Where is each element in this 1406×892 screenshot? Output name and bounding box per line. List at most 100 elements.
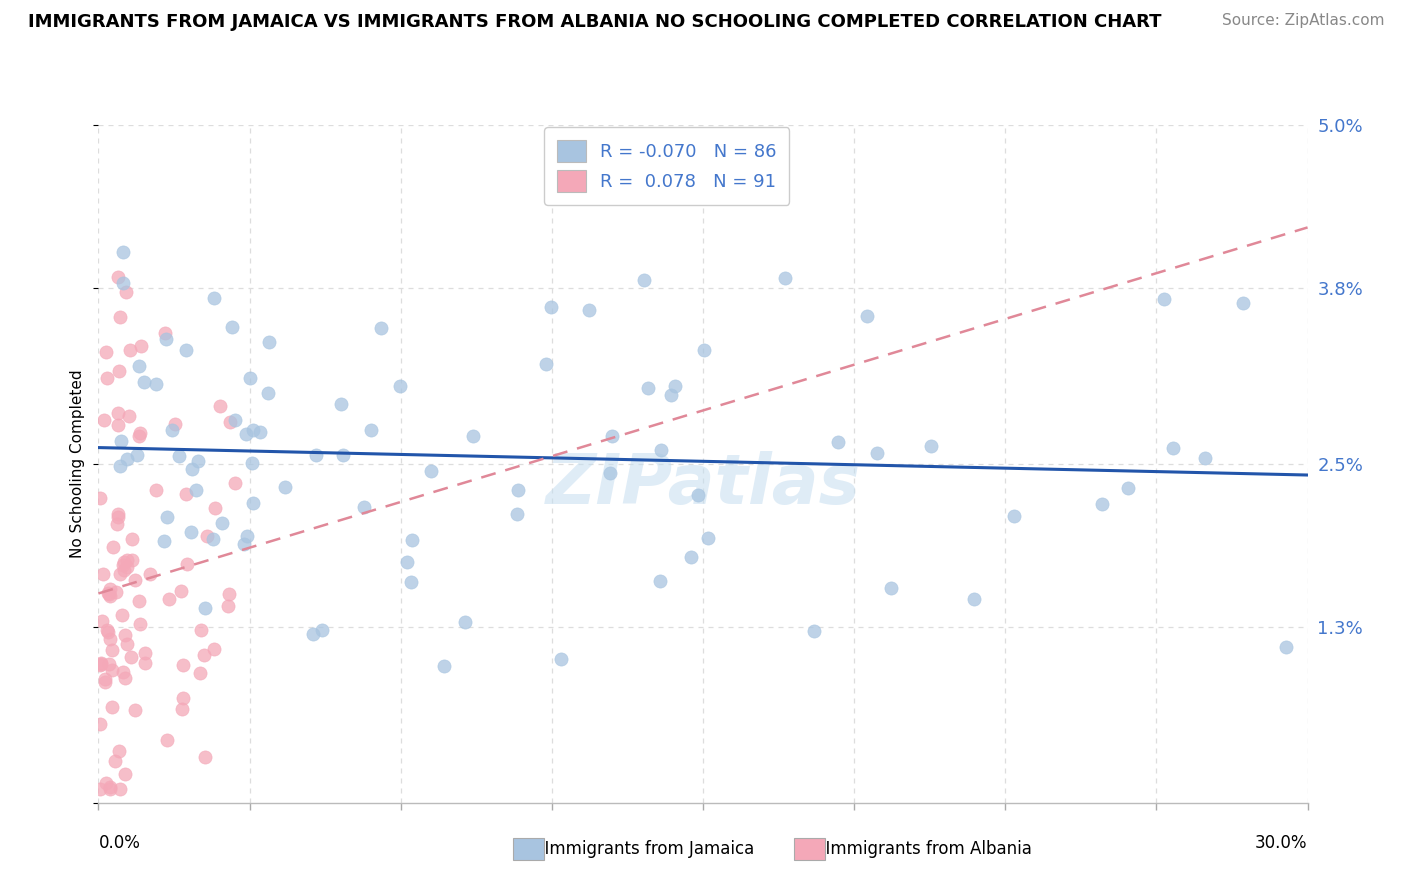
Point <box>98 657 121 671</box>
Point <box>132 375 155 389</box>
Point <box>156 732 179 747</box>
Point <box>98 782 121 797</box>
Point <box>115 637 138 651</box>
Point <box>112 558 135 573</box>
Point <box>111 608 134 623</box>
Point <box>186 483 208 497</box>
Point <box>602 428 624 442</box>
Point <box>242 495 264 509</box>
Point <box>128 359 150 373</box>
Point <box>454 615 477 630</box>
Point <box>118 409 141 423</box>
Point <box>1153 292 1175 306</box>
Text: Immigrants from Jamaica: Immigrants from Jamaica <box>534 840 755 858</box>
Point <box>599 466 621 480</box>
Point <box>963 591 986 606</box>
Point <box>101 642 124 657</box>
Point <box>169 584 191 599</box>
Point <box>257 335 280 350</box>
Point <box>108 567 131 582</box>
Point <box>536 357 558 371</box>
Point <box>202 641 225 656</box>
Point <box>145 377 167 392</box>
Point <box>856 310 879 324</box>
Point <box>679 550 702 565</box>
Point <box>128 617 150 632</box>
Point <box>153 326 176 341</box>
Point <box>461 428 484 442</box>
Point <box>93 672 115 686</box>
Point <box>97 587 120 601</box>
Point <box>129 425 152 440</box>
Point <box>827 435 849 450</box>
Point <box>93 412 115 426</box>
Point <box>332 448 354 462</box>
Point <box>152 534 174 549</box>
Point <box>648 574 671 589</box>
Point <box>879 581 901 595</box>
Point <box>114 628 136 642</box>
Point <box>920 439 942 453</box>
Point <box>188 666 211 681</box>
Point <box>1002 509 1025 524</box>
Point <box>156 509 179 524</box>
Point <box>101 699 124 714</box>
Point <box>112 276 135 290</box>
Point <box>114 671 136 685</box>
Point <box>163 417 186 432</box>
Point <box>174 486 197 500</box>
Text: 0.0%: 0.0% <box>98 834 141 852</box>
Point <box>633 273 655 287</box>
Point <box>121 533 143 547</box>
Point <box>201 533 224 547</box>
Point <box>107 270 129 285</box>
Point <box>211 516 233 531</box>
Point <box>98 582 121 596</box>
Point <box>866 446 889 460</box>
Point <box>401 575 423 590</box>
Point <box>94 345 117 359</box>
Point <box>94 675 117 690</box>
Point <box>107 510 129 524</box>
Point <box>114 285 136 299</box>
Point <box>124 574 146 588</box>
Point <box>239 371 262 385</box>
Point <box>134 646 156 660</box>
Point <box>101 663 124 677</box>
Point <box>209 399 232 413</box>
Y-axis label: No Schooling Completed: No Schooling Completed <box>70 369 86 558</box>
Point <box>111 245 134 260</box>
Point <box>242 423 264 437</box>
Point <box>89 657 111 672</box>
Point <box>194 750 217 764</box>
Text: 30.0%: 30.0% <box>1256 834 1308 852</box>
Point <box>98 589 121 603</box>
Point <box>128 594 150 608</box>
Point <box>112 556 135 570</box>
Point <box>1118 481 1140 495</box>
Point <box>235 427 257 442</box>
Point <box>91 566 114 581</box>
Point <box>1194 450 1216 465</box>
Point <box>124 703 146 717</box>
Point <box>433 659 456 673</box>
Point <box>420 464 443 478</box>
Point <box>170 702 193 716</box>
Point <box>169 449 191 463</box>
Point <box>181 462 204 476</box>
Point <box>1091 497 1114 511</box>
Point <box>108 310 131 324</box>
Point <box>110 434 132 449</box>
Point <box>540 300 562 314</box>
Point <box>129 339 152 353</box>
Point <box>134 656 156 670</box>
Point <box>98 632 121 646</box>
Point <box>176 557 198 571</box>
Point <box>96 623 118 637</box>
Point <box>176 343 198 357</box>
Point <box>90 656 112 670</box>
Point <box>180 525 202 540</box>
Legend: R = -0.070   N = 86, R =  0.078   N = 91: R = -0.070 N = 86, R = 0.078 N = 91 <box>544 128 789 204</box>
Point <box>138 566 160 581</box>
Point <box>650 442 672 457</box>
